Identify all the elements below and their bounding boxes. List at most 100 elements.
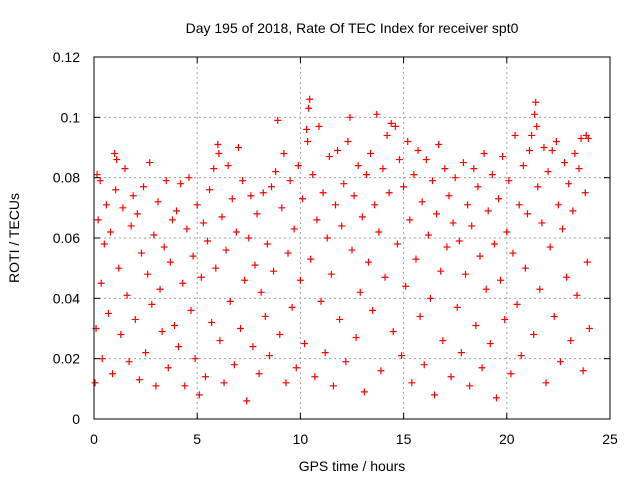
y-tick-label: 0.08 xyxy=(53,170,80,186)
data-point xyxy=(274,116,282,124)
data-point xyxy=(317,297,325,305)
data-point xyxy=(160,243,168,251)
data-point xyxy=(133,210,141,218)
data-point xyxy=(146,159,154,167)
data-point xyxy=(556,358,564,366)
data-point xyxy=(215,150,223,158)
data-point xyxy=(371,201,379,209)
data-point xyxy=(373,110,381,118)
x-tick-label: 10 xyxy=(293,431,309,447)
data-point xyxy=(301,340,309,348)
data-point xyxy=(251,261,259,269)
data-point xyxy=(193,201,201,209)
data-point xyxy=(282,379,290,387)
data-point xyxy=(379,165,387,173)
data-point xyxy=(383,131,391,139)
data-point xyxy=(501,315,509,323)
data-point xyxy=(292,364,300,372)
x-tick-label: 0 xyxy=(90,431,98,447)
data-point xyxy=(222,246,230,254)
data-point xyxy=(177,180,185,188)
data-point xyxy=(584,134,592,142)
data-point xyxy=(152,382,160,390)
data-point xyxy=(408,379,416,387)
data-point xyxy=(398,352,406,360)
data-point xyxy=(298,195,306,203)
data-point xyxy=(435,140,443,148)
data-point xyxy=(204,237,212,245)
grid-lines xyxy=(94,57,610,419)
data-point xyxy=(296,276,304,284)
data-point xyxy=(311,373,319,381)
x-tick-label: 5 xyxy=(193,431,201,447)
data-point xyxy=(241,276,249,284)
data-point xyxy=(270,267,278,275)
data-point xyxy=(369,306,377,314)
plot-frame xyxy=(93,56,611,420)
data-point xyxy=(253,210,261,218)
data-point xyxy=(356,288,364,296)
data-point xyxy=(261,312,269,320)
data-point xyxy=(173,207,181,215)
data-point xyxy=(346,113,354,121)
data-point xyxy=(486,340,494,348)
data-point xyxy=(315,122,323,130)
data-point xyxy=(462,270,470,278)
data-point xyxy=(350,192,358,200)
data-point xyxy=(239,177,247,185)
data-point xyxy=(431,391,439,399)
data-point xyxy=(536,285,544,293)
data-point xyxy=(402,282,410,290)
data-point xyxy=(526,147,534,155)
data-point xyxy=(377,367,385,375)
data-point xyxy=(309,171,317,179)
data-point xyxy=(367,150,375,158)
data-point xyxy=(445,192,453,200)
data-point xyxy=(565,180,573,188)
data-point xyxy=(154,198,162,206)
data-point xyxy=(497,276,505,284)
data-point xyxy=(280,150,288,158)
data-point xyxy=(259,189,267,197)
data-point xyxy=(112,186,120,194)
data-point xyxy=(94,216,102,224)
data-point xyxy=(575,165,583,173)
data-point xyxy=(288,303,296,311)
data-point xyxy=(503,228,511,236)
data-point xyxy=(571,150,579,158)
data-point xyxy=(548,147,556,155)
data-point xyxy=(544,168,552,176)
data-point xyxy=(243,397,251,405)
data-point xyxy=(505,177,513,185)
axis-ticks: 0 5 10 15 20 25 0 0.02 0.04 0.06 0.08 0.1 0.12 xyxy=(53,49,618,447)
data-point xyxy=(325,153,333,161)
data-point xyxy=(168,216,176,224)
data-point xyxy=(546,243,554,251)
data-point xyxy=(185,174,193,182)
y-tick-label: 0.02 xyxy=(53,351,80,367)
data-point xyxy=(400,183,408,191)
data-point xyxy=(144,270,152,278)
data-point xyxy=(410,171,418,179)
data-point xyxy=(422,156,430,164)
data-point xyxy=(191,355,199,363)
data-point xyxy=(581,189,589,197)
data-point xyxy=(175,343,183,351)
data-point xyxy=(117,331,125,339)
data-point xyxy=(197,273,205,281)
data-point xyxy=(406,216,414,224)
data-point xyxy=(484,207,492,215)
data-point xyxy=(91,379,99,387)
data-point xyxy=(148,300,156,308)
data-point xyxy=(552,137,560,145)
data-point xyxy=(257,288,265,296)
data-point xyxy=(395,156,403,164)
data-point xyxy=(533,122,541,130)
data-point xyxy=(319,189,327,197)
data-point xyxy=(530,331,538,339)
data-point xyxy=(111,150,119,158)
y-tick-label: 0.04 xyxy=(53,290,80,306)
data-point xyxy=(181,382,189,390)
data-point xyxy=(472,321,480,329)
